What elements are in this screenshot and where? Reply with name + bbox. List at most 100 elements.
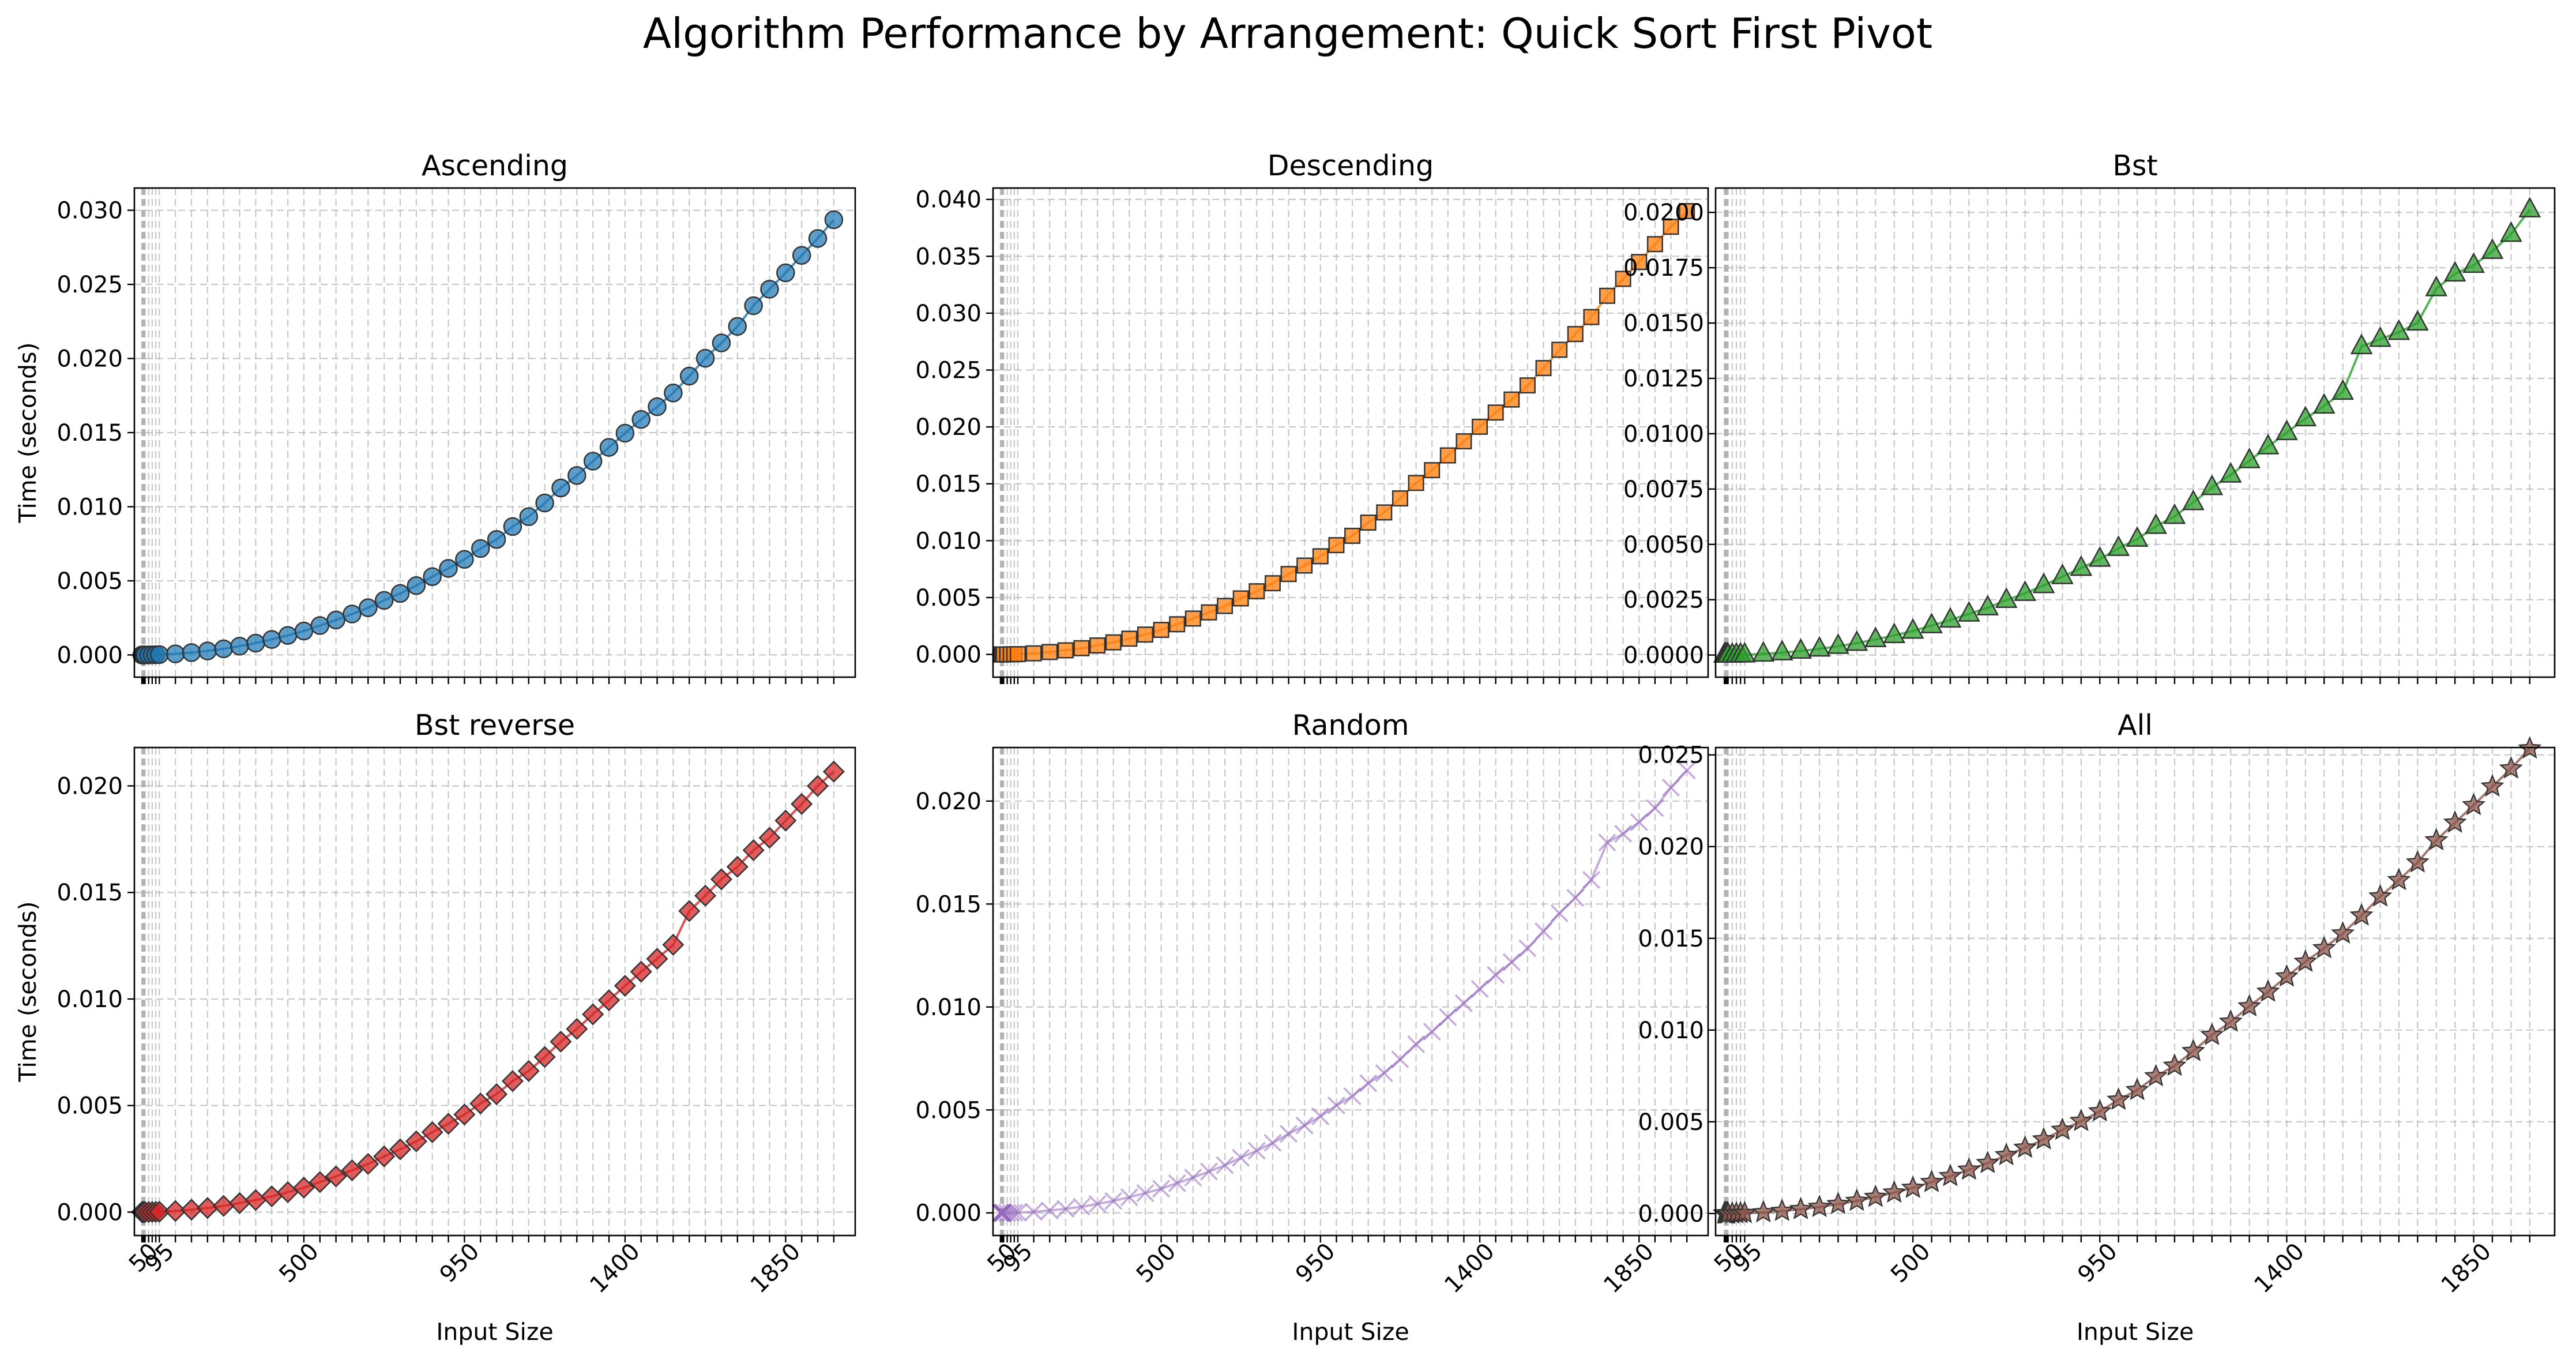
- data-point: [2294, 405, 2317, 427]
- data-point: [1789, 1196, 1813, 1219]
- data-point: [1503, 391, 1520, 408]
- data-point: [566, 1017, 588, 1040]
- y-tick-label: 0.005: [57, 1093, 123, 1120]
- data-point: [1662, 779, 1680, 797]
- data-point: [1089, 637, 1106, 654]
- data-point: [614, 975, 636, 997]
- data-point: [1201, 604, 1217, 621]
- data-point: [2500, 221, 2522, 242]
- data-point: [1217, 598, 1234, 614]
- data-point: [1264, 575, 1281, 592]
- data-point: [1247, 1142, 1266, 1160]
- data-point: [1005, 1203, 1024, 1222]
- data-point: [1137, 626, 1153, 643]
- data-point: [1958, 600, 1980, 622]
- subplot-title: Bst reverse: [415, 709, 575, 742]
- data-point: [2499, 756, 2523, 779]
- subplot-title: Ascending: [422, 149, 568, 182]
- data-point: [1678, 761, 1696, 780]
- y-tick-label: 0.020: [915, 788, 981, 815]
- data-point: [2237, 994, 2262, 1017]
- data-point: [1807, 1194, 1832, 1218]
- subplot-descending: Descending 0.000 0.005 0.010 0.015 0.020 0.025…: [915, 149, 1709, 684]
- data-point: [776, 263, 795, 283]
- data-point: [517, 1060, 540, 1082]
- data-point: [1614, 825, 1633, 843]
- data-point: [1550, 904, 1569, 922]
- data-point: [678, 900, 701, 922]
- data-point: [1120, 1188, 1138, 1207]
- data-point: [1882, 1180, 1906, 1203]
- y-tick-label: 0.0200: [1623, 200, 1704, 226]
- data-point: [1615, 271, 1631, 287]
- data-point: [1487, 404, 1504, 421]
- data-point: [2032, 572, 2055, 594]
- y-tick-label: 0.010: [57, 494, 123, 520]
- data-point: [2480, 774, 2504, 797]
- data-point: [1136, 1184, 1155, 1203]
- data-point: [2312, 936, 2336, 959]
- y-tick-label: 0.0100: [1623, 421, 1704, 448]
- data-point: [2481, 238, 2504, 259]
- data-point: [1456, 433, 1472, 450]
- data-point: [2368, 884, 2393, 907]
- data-point: [598, 989, 621, 1012]
- data-point: [389, 1138, 412, 1161]
- data-point: [1663, 219, 1679, 235]
- data-point: [1845, 1188, 1869, 1211]
- data-point: [2274, 964, 2299, 987]
- data-point: [343, 604, 362, 624]
- axes-frame: [1714, 187, 2556, 678]
- data-point: [2201, 474, 2224, 495]
- series-markers: [130, 760, 845, 1223]
- data-point: [1630, 813, 1648, 831]
- y-tick-label: 0.010: [915, 994, 981, 1021]
- data-point: [1232, 1148, 1250, 1167]
- data-point: [1646, 236, 1663, 253]
- data-point: [1883, 622, 1906, 643]
- data-point: [292, 1177, 315, 1199]
- data-point: [180, 1199, 203, 1221]
- data-point: [792, 246, 811, 265]
- data-point: [373, 1145, 396, 1167]
- data-point: [533, 1046, 556, 1068]
- y-tick-label: 0.025: [57, 272, 123, 298]
- data-point: [1583, 309, 1600, 325]
- data-point: [599, 438, 619, 457]
- subplot-bst: Bst 0.0000 0.0025 0.0050 0.0075 0.0100 0.0125 0…: [1623, 149, 2556, 684]
- data-point: [1827, 633, 1849, 654]
- data-point: [2406, 310, 2429, 331]
- y-tick-label: 0.0025: [1623, 587, 1704, 614]
- data-point: [1863, 1184, 1887, 1207]
- data-point: [2163, 503, 2186, 524]
- y-tick-label: 0.010: [915, 528, 981, 554]
- data-point: [1920, 613, 1943, 633]
- y-tick-label: 0.000: [57, 1199, 123, 1226]
- data-point: [1454, 994, 1473, 1012]
- axes-frame: [992, 746, 1709, 1237]
- y-tick-label: 0.0125: [1623, 366, 1704, 392]
- data-point: [2014, 580, 2036, 601]
- data-point: [1808, 636, 1831, 657]
- y-tick-label: 0.030: [915, 301, 981, 327]
- y-tick-label: 0.0000: [1623, 643, 1704, 669]
- y-tick-label: 0.025: [915, 358, 981, 384]
- data-point: [1041, 644, 1058, 660]
- data-point: [1343, 1087, 1362, 1106]
- data-point: [1566, 889, 1585, 907]
- data-point: [1582, 870, 1600, 889]
- data-point: [1009, 646, 1026, 663]
- data-point: [310, 616, 330, 635]
- data-point: [1184, 610, 1201, 627]
- subplot-ascending: Ascending 0.000 0.005 0.010 0.015 0.020 0.025 0…: [14, 149, 856, 684]
- data-point: [695, 348, 715, 368]
- y-tick-label: 0.005: [915, 1097, 981, 1124]
- y-tick-label: 0.000: [915, 642, 981, 669]
- data-point: [648, 397, 667, 416]
- data-point: [2443, 810, 2467, 833]
- y-axis-label: Time (seconds): [14, 343, 42, 524]
- series-markers: [1712, 736, 2542, 1224]
- data-point: [198, 641, 217, 660]
- data-point: [1121, 630, 1138, 647]
